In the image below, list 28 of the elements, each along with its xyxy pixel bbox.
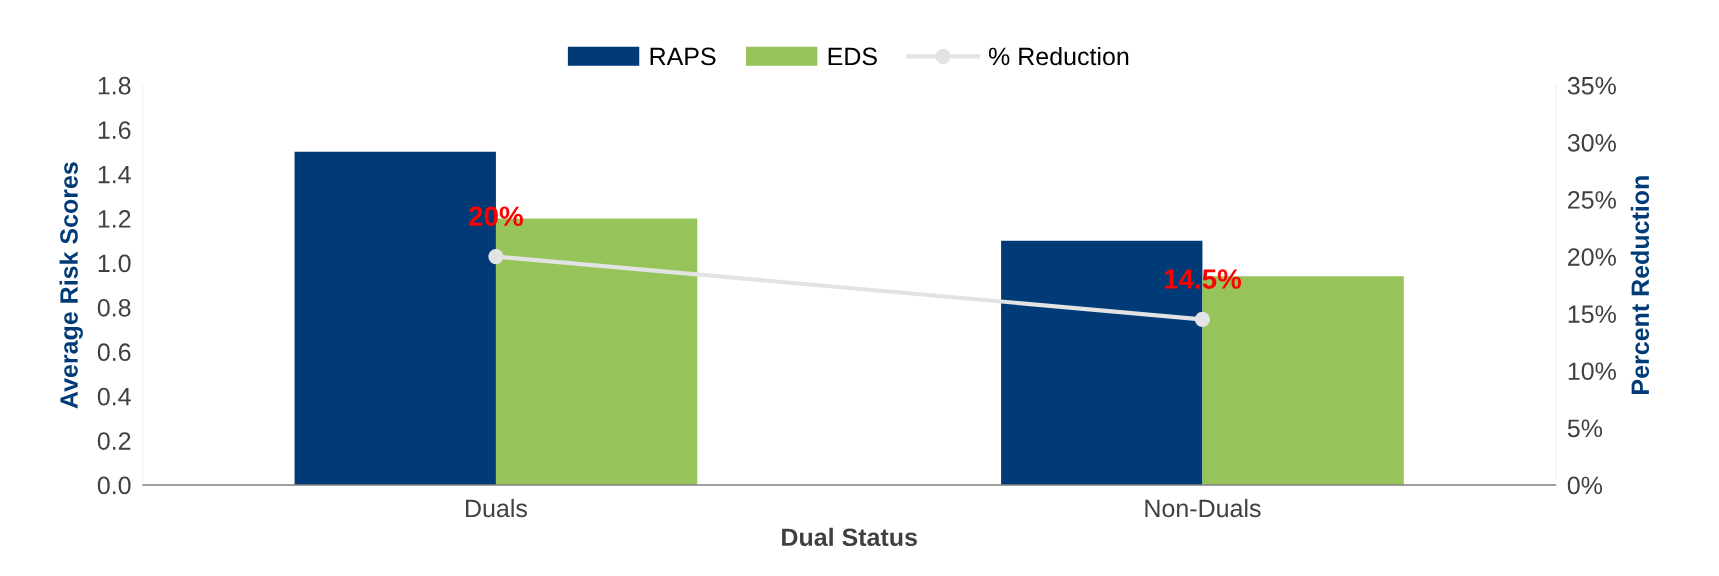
y-tick-label: 1.8	[98, 76, 131, 95]
y-tick-label: 0.8	[97, 298, 131, 317]
legend-label: EDS	[828, 47, 877, 66]
y2-tick-label: 30%	[1567, 133, 1616, 152]
y-tick-label: 0.0	[97, 476, 131, 495]
y-tick-label: 0.4	[97, 387, 131, 406]
y-tick-label: 0.2	[97, 432, 131, 450]
y-tick-label: 1.2	[98, 210, 131, 228]
y-tick-label: 1.6	[98, 121, 131, 139]
data-label: 14.5%	[1164, 269, 1242, 289]
legend-label: RAPS	[650, 47, 716, 66]
legend-label: % Reduction	[988, 46, 1129, 66]
y2-tick-label: 15%	[1568, 305, 1616, 323]
x-tick-label: Duals	[466, 498, 527, 518]
data-label: 20%	[469, 206, 523, 227]
y2-tick-label: 25%	[1568, 191, 1616, 209]
x-axis-title: Dual Status	[782, 527, 917, 547]
y-tick-label: 1.4	[98, 165, 131, 184]
x-tick-label: Non-Duals	[1145, 498, 1261, 518]
y2-tick-label: 20%	[1568, 248, 1616, 266]
y-tick-label: 0.6	[97, 343, 131, 362]
y2-tick-label: 5%	[1567, 419, 1603, 438]
y2-tick-label: 0%	[1567, 476, 1603, 495]
y2-tick-label: 10%	[1568, 362, 1616, 381]
y2-axis-title: Percent Reduction	[1630, 176, 1650, 394]
y2-tick-label: 35%	[1567, 76, 1616, 95]
y-axis-title: Average Risk Scores	[59, 162, 83, 409]
y-tick-label: 1.0	[98, 254, 131, 273]
